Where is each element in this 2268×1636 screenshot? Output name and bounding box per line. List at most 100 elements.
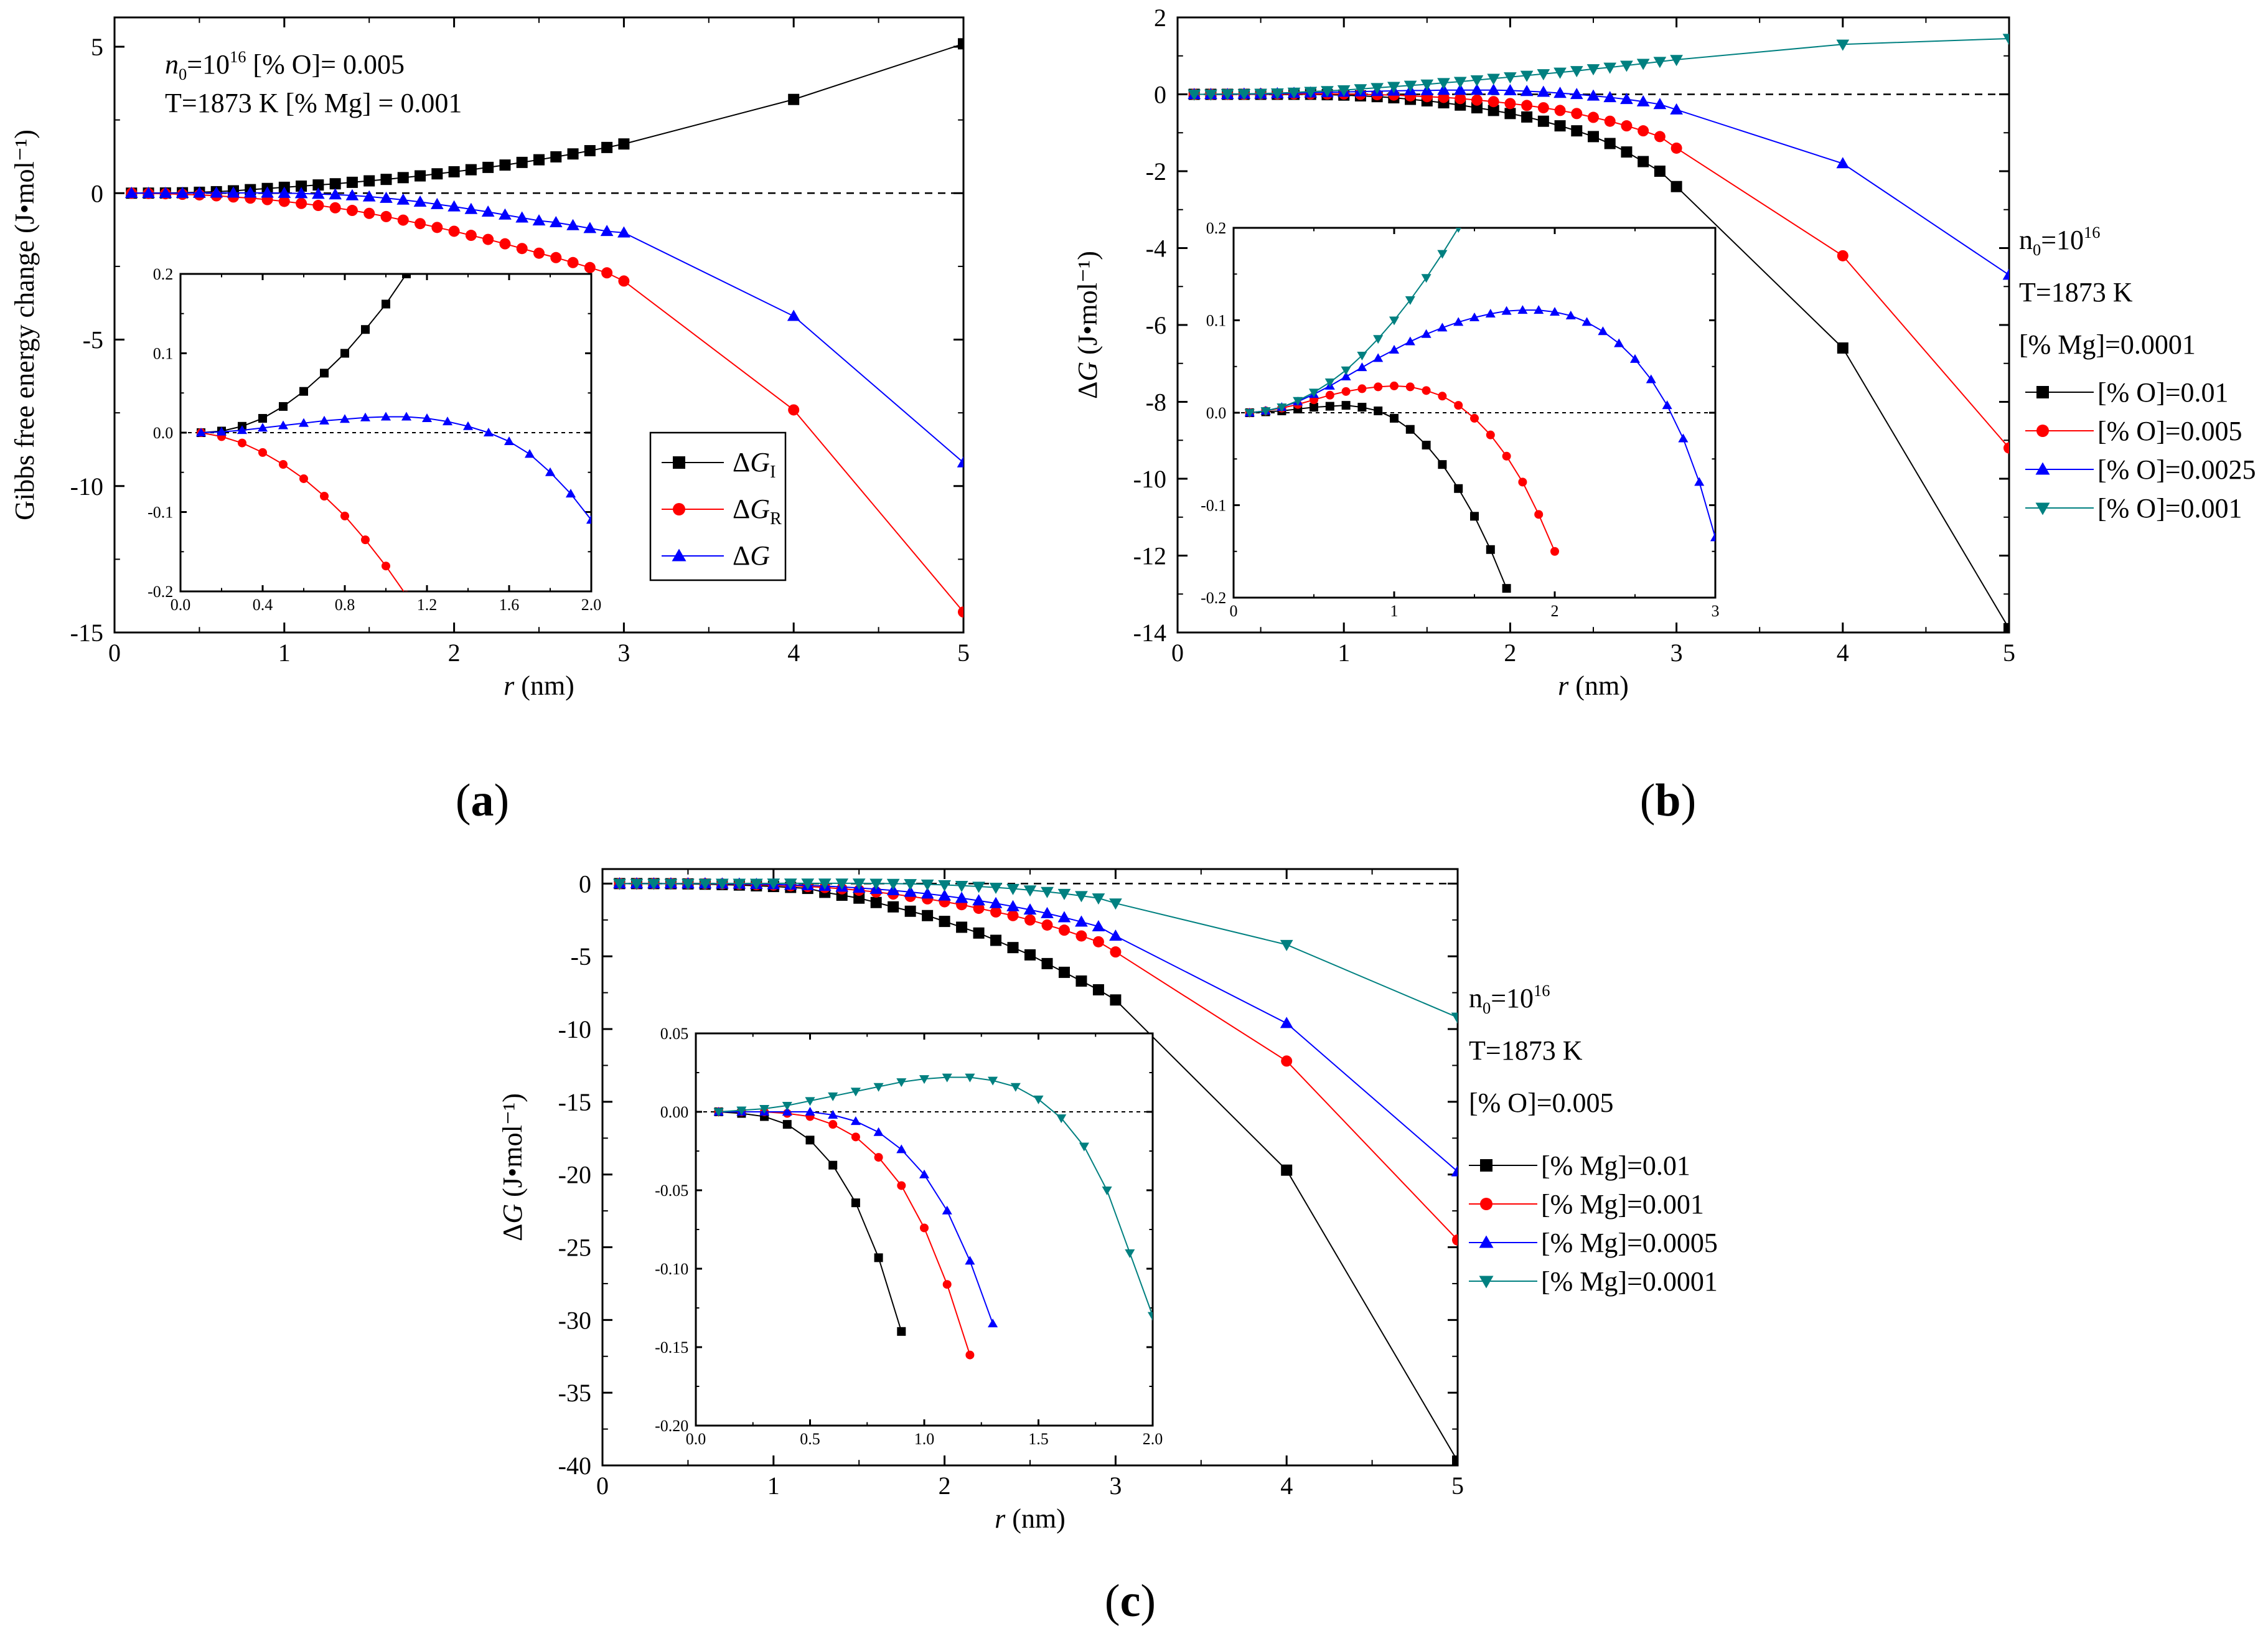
inset-data-point <box>319 415 330 425</box>
main-data-point <box>1586 64 1600 76</box>
panel-label-open: ( <box>1105 1576 1120 1627</box>
inset-x-tick-label: 0.0 <box>686 1430 706 1448</box>
main-data-point <box>278 186 291 198</box>
inset-data-point <box>258 414 267 423</box>
annotation-line: [% Mg]=0.0001 <box>2019 329 2196 360</box>
inset-data-point <box>1470 413 1479 423</box>
main-y-tick-label: 2 <box>1154 4 1166 32</box>
inset-data-point <box>736 1106 747 1116</box>
main-y-tick-label: -10 <box>558 1015 591 1043</box>
annotation-rest: [% O]= 0.005 <box>246 49 405 80</box>
main-data-point <box>346 176 358 188</box>
main-x-tick-label: 5 <box>1451 1472 1464 1500</box>
main-x-tick-label: 3 <box>1671 639 1683 667</box>
legend-sub: I <box>770 463 776 482</box>
inset-data-point <box>1310 403 1318 412</box>
main-data-point <box>1520 70 1534 82</box>
main-data-point <box>1041 957 1053 969</box>
panel-label-open: ( <box>456 775 471 826</box>
main-data-point <box>1588 111 1599 123</box>
inset-data-point <box>195 427 207 436</box>
x-axis-label-unit: (nm) <box>1568 670 1629 701</box>
main-data-point <box>1471 102 1483 114</box>
main-data-point <box>1487 73 1501 85</box>
main-data-point <box>1470 83 1484 95</box>
annotation-sub: 0 <box>2033 240 2041 259</box>
main-data-point <box>1520 85 1534 96</box>
inset-x-tick-label: 0.8 <box>335 596 355 614</box>
main-data-point <box>567 256 579 268</box>
main-data-point <box>958 606 963 618</box>
main-data-point <box>698 878 712 890</box>
main-data-point <box>630 878 644 890</box>
inset-x-tick-label: 2 <box>1551 602 1559 620</box>
inset-data-point <box>340 511 349 520</box>
main-data-point <box>921 879 934 891</box>
main-data-point <box>1451 1012 1458 1024</box>
y-axis-label: ΔG (J•mol⁻¹) <box>497 1093 528 1241</box>
inset-data-point <box>216 426 227 436</box>
inset-series-line <box>200 416 591 520</box>
inset-data-point <box>1405 382 1415 392</box>
main-y-tick-label: -20 <box>558 1161 591 1189</box>
main-data-point <box>448 166 460 177</box>
inset-data-point <box>850 1116 861 1126</box>
inset-data-point <box>504 436 515 445</box>
main-x-tick-label: 0 <box>1171 639 1184 667</box>
legend-marker <box>2036 386 2049 398</box>
inset-data-point <box>1421 329 1432 338</box>
inset-y-tick-label: 0.2 <box>1206 219 1227 237</box>
legend-marker <box>672 548 686 562</box>
inset-data-point <box>1390 381 1399 390</box>
main-data-point <box>955 891 968 903</box>
main-data-point <box>1455 93 1466 105</box>
inset-data-point <box>1102 1187 1112 1196</box>
legend-label: ΔGR <box>733 494 782 529</box>
inset-data-point <box>1341 372 1351 381</box>
annotation-eq: =10 <box>187 49 230 80</box>
inset-data-point <box>988 1319 998 1328</box>
main-data-point <box>1453 83 1467 95</box>
legend-marker <box>2035 462 2050 475</box>
main-data-point <box>1521 100 1533 111</box>
main-data-point <box>1488 105 1499 116</box>
inset-series-line <box>1249 228 1460 413</box>
main-data-point <box>481 205 495 217</box>
main-data-point <box>1554 120 1566 132</box>
main-data-point <box>835 878 849 890</box>
main-y-tick-label: -5 <box>83 326 103 354</box>
main-data-point <box>1553 67 1567 79</box>
main-data-point <box>600 225 614 237</box>
inset-data-point <box>1389 344 1400 354</box>
main-data-point <box>788 404 800 416</box>
main-data-point <box>532 214 546 226</box>
panel-label-close: ) <box>494 775 510 826</box>
main-data-point <box>1604 115 1616 127</box>
panel-label-letter: c <box>1120 1576 1141 1627</box>
main-data-point <box>312 200 324 212</box>
main-data-point <box>1254 88 1267 100</box>
main-data-point <box>448 200 461 212</box>
x-axis-label: r (nm) <box>1558 670 1629 701</box>
inset-data-point <box>1550 547 1559 556</box>
main-data-point <box>516 243 528 255</box>
main-data-point <box>973 903 985 914</box>
main-data-point <box>1041 886 1054 898</box>
main-data-point <box>938 889 951 901</box>
main-data-point <box>499 208 512 220</box>
main-data-point <box>415 170 426 182</box>
main-y-tick-label: -35 <box>558 1379 591 1407</box>
main-data-point <box>380 191 393 203</box>
main-data-point <box>1437 83 1450 95</box>
main-data-point <box>261 186 274 198</box>
inset-data-point <box>421 413 433 422</box>
main-data-point <box>1420 79 1434 91</box>
main-x-tick-label: 4 <box>787 639 800 667</box>
main-y-tick-label: 0 <box>91 179 103 207</box>
inset-data-point <box>965 1350 975 1360</box>
main-data-point <box>1354 84 1367 96</box>
inset-data-point <box>524 449 535 458</box>
inset-data-point <box>278 420 289 430</box>
main-data-point <box>818 878 832 890</box>
panel-1: 0 1 2 3 4 5 -14 -12 -10 -8 -6 -4 -2 0 2 r (nm) ΔG (J•mol… <box>1072 4 2256 826</box>
